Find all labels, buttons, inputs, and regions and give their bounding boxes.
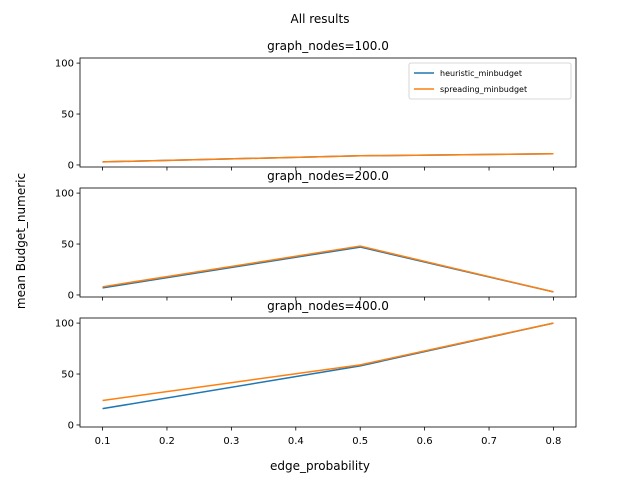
series-line-spreading-minbudget: [102, 245, 554, 293]
legend-frame: [408, 62, 572, 100]
y-tick-label: 50: [61, 240, 74, 251]
series-line-heuristic-minbudget: [102, 246, 554, 293]
legend: heuristic_minbudget spreading_minbudget: [408, 62, 572, 100]
x-tick-label: 0.5: [352, 436, 368, 447]
subplot-title: graph_nodes=200.0: [267, 169, 389, 183]
legend-item: heuristic_minbudget: [414, 69, 522, 78]
y-tick-label: 0: [68, 420, 74, 431]
subplot-1: graph_nodes=100.0 0 50 100 heuristic_minbudg…: [55, 39, 577, 171]
x-tick-label: 0.6: [417, 436, 433, 447]
figure-ylabel: mean Budget_numeric: [14, 173, 28, 309]
legend-label: spreading_minbudget: [440, 85, 527, 94]
legend-label: heuristic_minbudget: [440, 69, 522, 78]
y-tick-label: 100: [55, 59, 74, 70]
series-line-spreading-minbudget: [102, 322, 554, 402]
y-tick-label: 100: [55, 189, 74, 200]
y-tick-label: 0: [68, 160, 74, 171]
axes-frame: [79, 57, 577, 168]
y-tick-label: 50: [61, 110, 74, 121]
x-tick-label: 0.7: [481, 436, 497, 447]
y-tick-label: 50: [61, 370, 74, 381]
axes-frame: [79, 317, 577, 428]
y-tick-label: 0: [68, 290, 74, 301]
subplot-title: graph_nodes=400.0: [267, 299, 389, 313]
x-tick-label: 0.3: [223, 436, 239, 447]
legend-item: spreading_minbudget: [414, 85, 527, 94]
series-line-spreading-minbudget: [102, 153, 554, 163]
subplot-panels: graph_nodes=100.0 0 50 100 heuristic_minbudg…: [55, 39, 577, 447]
axes-frame: [79, 187, 577, 298]
subplot-3: graph_nodes=400.0 0 50 100 0.1 0.2 0.3 0.4 0.5 0.…: [55, 299, 577, 447]
figure-xlabel: edge_probability: [270, 459, 370, 473]
y-tick-label: 100: [55, 319, 74, 330]
subplot-2: graph_nodes=200.0 0 50 100: [55, 169, 577, 301]
x-tick-label: 0.1: [95, 436, 111, 447]
x-tick-label: 0.8: [546, 436, 562, 447]
series-line-heuristic-minbudget: [102, 322, 554, 410]
x-tick-label: 0.4: [288, 436, 304, 447]
x-tick-label: 0.2: [159, 436, 175, 447]
subplot-title: graph_nodes=100.0: [267, 39, 389, 53]
figure-suptitle: All results: [291, 12, 350, 26]
